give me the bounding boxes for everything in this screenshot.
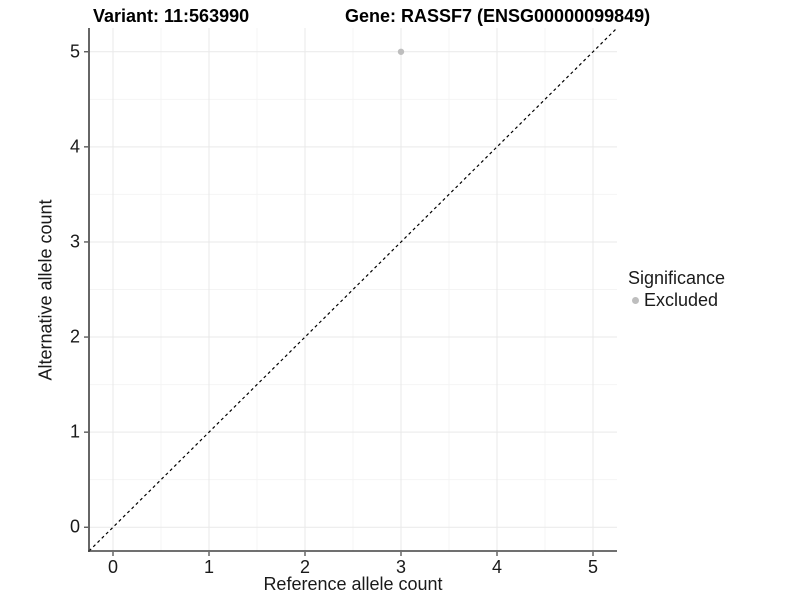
legend-title: Significance [628,268,726,288]
data-point [397,48,405,55]
y-tick-label: 1 [69,421,80,442]
x-tick-label: 0 [107,557,119,577]
y-axis-title: Alternative allele count [35,199,56,381]
y-tick-label: 5 [69,41,80,62]
legend-item-excluded: Excluded [628,290,725,311]
y-tick-label: 4 [69,136,80,157]
legend-item-label: Excluded [644,290,719,310]
y-tick-label: 2 [69,326,80,347]
x-tick-label: 4 [491,557,503,577]
y-tick-label: 3 [69,231,80,252]
legend: Significance Excluded [628,268,725,311]
x-tick-label: 5 [587,557,599,577]
x-tick-label: 2 [299,557,311,577]
x-tick-label: 1 [203,557,215,577]
x-tick-label: 3 [395,557,407,577]
x-axis-title: Reference allele count [263,574,443,594]
plot-title-gene: Gene: RASSF7 (ENSG00000099849) [345,6,651,26]
y-tick-label: 0 [69,516,80,537]
identity-line [88,27,618,552]
plot-title-variant: Variant: 11:563990 [93,6,250,26]
legend-point-icon [632,297,639,304]
